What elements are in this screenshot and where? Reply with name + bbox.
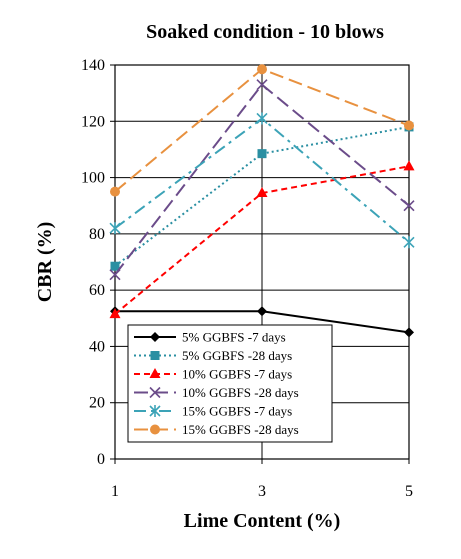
data-point-marker bbox=[404, 327, 414, 338]
y-tick-label: 40 bbox=[89, 338, 105, 355]
legend-box bbox=[127, 324, 333, 443]
data-point-marker bbox=[404, 120, 414, 131]
y-tick-label: 120 bbox=[81, 113, 105, 130]
legend-item: 5% GGBFS -7 days bbox=[134, 330, 286, 345]
data-point-marker bbox=[256, 187, 268, 198]
y-tick-label: 20 bbox=[89, 395, 105, 412]
legend-label: 15% GGBFS -28 days bbox=[182, 422, 299, 437]
data-point-marker bbox=[149, 368, 161, 378]
data-point-marker bbox=[150, 332, 160, 342]
x-tick-label: 3 bbox=[258, 483, 266, 500]
data-point-marker bbox=[110, 186, 120, 197]
data-point-marker bbox=[109, 308, 121, 319]
data-point-marker bbox=[403, 236, 415, 249]
data-point-marker bbox=[403, 160, 415, 171]
legend-label: 5% GGBFS -28 days bbox=[182, 348, 292, 363]
legend-item: 15% GGBFS -7 days bbox=[134, 404, 292, 419]
series-6 bbox=[110, 64, 414, 197]
y-tick-label: 0 bbox=[97, 451, 105, 468]
series-3 bbox=[109, 160, 415, 319]
y-tick-label: 80 bbox=[89, 226, 105, 243]
data-point-marker bbox=[403, 200, 415, 212]
legend-label: 15% GGBFS -7 days bbox=[182, 404, 292, 419]
data-point-marker bbox=[149, 405, 161, 417]
data-point-marker bbox=[110, 261, 120, 271]
series-5 bbox=[109, 112, 415, 249]
data-point-marker bbox=[257, 64, 267, 75]
legend-item: 5% GGBFS -28 days bbox=[134, 348, 292, 363]
data-point-marker bbox=[256, 112, 268, 125]
data-point-marker bbox=[257, 149, 267, 159]
y-tick-label: 100 bbox=[81, 170, 105, 187]
data-point-marker bbox=[109, 222, 121, 235]
x-axis-label: Lime Content (%) bbox=[184, 510, 341, 532]
y-tick-label: 140 bbox=[81, 57, 105, 74]
legend-label: 5% GGBFS -7 days bbox=[182, 330, 286, 345]
data-point-marker bbox=[256, 79, 268, 91]
legend-label: 10% GGBFS -7 days bbox=[182, 367, 292, 382]
legend-label: 10% GGBFS -28 days bbox=[182, 385, 299, 400]
legend-item: 15% GGBFS -28 days bbox=[134, 422, 299, 437]
x-tick-label: 5 bbox=[405, 483, 413, 500]
legend: 5% GGBFS -7 days 5% GGBFS -28 days 10% GGB… bbox=[127, 324, 333, 443]
y-axis-label: CBR (%) bbox=[34, 222, 56, 303]
data-point-marker bbox=[257, 306, 267, 317]
legend-item: 10% GGBFS -7 days bbox=[134, 367, 292, 382]
x-tick-label: 1 bbox=[111, 483, 119, 500]
data-point-marker bbox=[150, 351, 160, 360]
series-4 bbox=[109, 79, 415, 281]
data-point-marker bbox=[109, 269, 121, 281]
tick-layer: 0 20 40 60 80 100 120 140 1 3 5 bbox=[81, 57, 413, 500]
chart-title: Soaked condition - 10 blows bbox=[146, 21, 384, 43]
data-point-marker bbox=[149, 386, 161, 399]
data-point-marker bbox=[150, 424, 160, 435]
y-tick-label: 60 bbox=[89, 282, 105, 299]
series-layer bbox=[109, 64, 415, 338]
legend-item: 10% GGBFS -28 days bbox=[134, 385, 299, 400]
